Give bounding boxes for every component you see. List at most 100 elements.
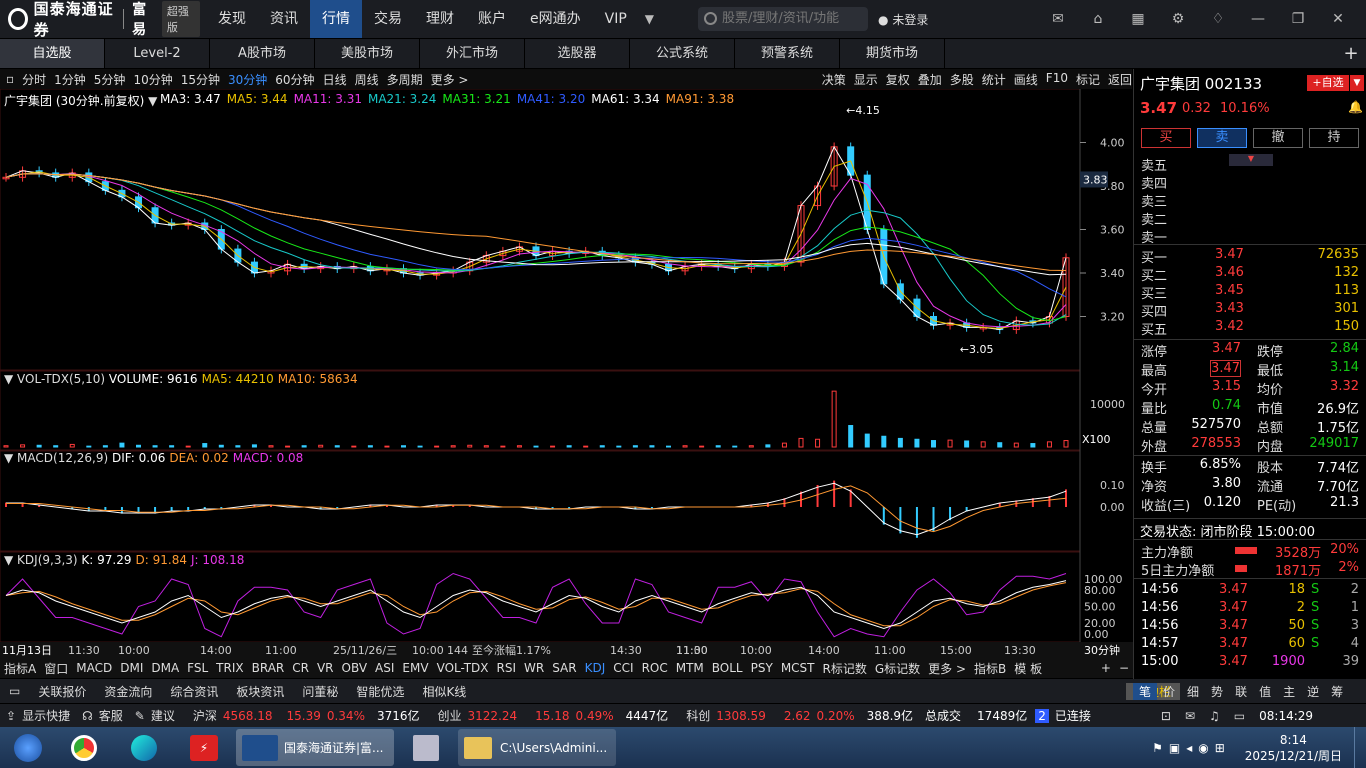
- cy-index[interactable]: 创业 3122.24: [437, 709, 518, 723]
- mail-status-icon[interactable]: ✉: [1184, 708, 1196, 723]
- period-button[interactable]: 更多 >: [430, 72, 469, 87]
- indicator-tab[interactable]: KDJ: [584, 661, 606, 675]
- indicator-tab[interactable]: MACD: [76, 661, 113, 675]
- chart-tool-button[interactable]: 统计: [981, 72, 1006, 87]
- indicator-tab[interactable]: CR: [292, 661, 309, 675]
- nav-more-chevron-icon[interactable]: ▼: [644, 12, 655, 26]
- indicator-tab[interactable]: SAR: [552, 661, 577, 675]
- subbar-item[interactable]: 关联报价: [38, 684, 87, 699]
- zoom-out-icon[interactable]: −: [1118, 661, 1129, 675]
- indicator-tab[interactable]: RSI: [496, 661, 517, 675]
- indicator-tab[interactable]: 模 板: [1014, 661, 1043, 676]
- buy-level-row[interactable]: 买五 3.42 150: [1141, 319, 1359, 338]
- window-icon[interactable]: ⊡: [1160, 708, 1171, 723]
- market-tab[interactable]: 美股市场: [315, 39, 420, 68]
- subbar-item[interactable]: 问董秘: [302, 684, 339, 699]
- indicator-tab[interactable]: VOL-TDX: [436, 661, 489, 675]
- side-tab[interactable]: 价: [1163, 685, 1176, 699]
- chart-area[interactable]: 4.003.803.603.403.20←4.15←3.053.8310000X…: [0, 89, 1133, 658]
- settings-gear-icon[interactable]: ⚙: [1171, 11, 1185, 27]
- subbar-item[interactable]: 板块资讯: [236, 684, 285, 699]
- chart-tool-button[interactable]: 叠加: [917, 72, 942, 87]
- indicator-tab[interactable]: 窗口: [44, 661, 69, 676]
- main-nav-item[interactable]: e网通办: [530, 11, 581, 27]
- side-tab[interactable]: 细: [1187, 685, 1200, 699]
- zoom-in-icon[interactable]: +: [1100, 661, 1111, 675]
- chart-tool-button[interactable]: 返回: [1107, 72, 1132, 87]
- market-tab[interactable]: 选股器: [525, 39, 630, 68]
- quick-icon[interactable]: ⇪: [6, 708, 17, 723]
- tool-button[interactable]: [398, 729, 454, 766]
- indicator-tab[interactable]: DMI: [120, 661, 144, 675]
- app-task-broker[interactable]: 国泰海通证券|富...: [236, 729, 394, 766]
- period-button[interactable]: 分时: [22, 72, 47, 87]
- version-badge[interactable]: 超强版: [161, 1, 200, 37]
- indicator-tab[interactable]: ASI: [375, 661, 395, 675]
- side-tab[interactable]: 笔: [1133, 683, 1158, 700]
- chart-tool-button[interactable]: 画线: [1013, 72, 1038, 87]
- indicator-tab[interactable]: 更多 >: [928, 661, 967, 676]
- lock-icon[interactable]: ⌂: [1093, 11, 1103, 27]
- buy-level-row[interactable]: 买三 3.45 113: [1141, 283, 1359, 302]
- main-nav-item[interactable]: VIP: [604, 11, 627, 27]
- main-nav-item[interactable]: 发现: [218, 11, 246, 27]
- app-task-explorer[interactable]: C:\Users\Admini...: [458, 729, 616, 766]
- chrome-button[interactable]: [56, 729, 112, 766]
- connection-status[interactable]: 已连接: [1054, 709, 1091, 723]
- sh-index[interactable]: 沪深 4568.18: [192, 709, 273, 723]
- market-tab[interactable]: A股市场: [210, 39, 315, 68]
- grid-icon[interactable]: ▦: [1131, 11, 1145, 27]
- trade-button[interactable]: 卖: [1197, 128, 1247, 148]
- market-tab[interactable]: 期货市场: [840, 39, 945, 68]
- period-button[interactable]: 30分钟: [228, 72, 268, 87]
- side-tab[interactable]: 势: [1211, 685, 1224, 699]
- indicator-tab[interactable]: G标记数: [874, 661, 921, 676]
- sell-level-row[interactable]: 卖三: [1141, 191, 1359, 210]
- main-nav-item[interactable]: 行情: [310, 0, 362, 38]
- security-app-button[interactable]: ⚡: [176, 729, 232, 766]
- indicator-tab[interactable]: CCI: [613, 661, 634, 675]
- subbar-item[interactable]: 资金流向: [104, 684, 153, 699]
- chart-tool-button[interactable]: 多股: [949, 72, 974, 87]
- indicator-tab[interactable]: BRAR: [251, 661, 285, 675]
- indicator-tab[interactable]: ROC: [641, 661, 668, 675]
- indicator-tab[interactable]: VR: [316, 661, 334, 675]
- main-nav-item[interactable]: 理财: [426, 11, 454, 27]
- show-desktop-button[interactable]: [1354, 727, 1366, 768]
- sell-level-row[interactable]: 卖五: [1141, 155, 1359, 174]
- indicator-tab[interactable]: R标记数: [822, 661, 867, 676]
- indicator-tab[interactable]: MCST: [780, 661, 815, 675]
- edit-icon[interactable]: ✎: [134, 708, 145, 723]
- subbar-item[interactable]: 综合资讯: [170, 684, 219, 699]
- start-button[interactable]: [4, 729, 52, 766]
- period-button[interactable]: 周线: [354, 72, 379, 87]
- trade-button[interactable]: 买: [1141, 128, 1191, 148]
- advice-label[interactable]: 建议: [150, 709, 175, 723]
- indicator-tab[interactable]: TRIX: [216, 661, 244, 675]
- service-label[interactable]: 客服: [98, 709, 123, 723]
- market-tab[interactable]: 公式系统: [630, 39, 735, 68]
- indicator-tab[interactable]: FSL: [187, 661, 209, 675]
- watchlist-dropdown-icon[interactable]: ▼: [1350, 75, 1364, 91]
- market-tab[interactable]: 外汇市场: [420, 39, 525, 68]
- sell-level-row[interactable]: 卖一: [1141, 227, 1359, 246]
- sell-level-row[interactable]: 卖四: [1141, 173, 1359, 192]
- chart-tool-button[interactable]: 显示: [853, 72, 878, 87]
- collapse-icon[interactable]: ▫: [6, 72, 15, 86]
- subbar-toggle-icon[interactable]: ▭: [9, 684, 21, 698]
- indicator-tab[interactable]: PSY: [750, 661, 773, 675]
- login-link[interactable]: ● 未登录: [878, 11, 928, 28]
- bell-icon[interactable]: 🔔: [1348, 100, 1363, 114]
- trade-button[interactable]: 持: [1309, 128, 1359, 148]
- market-tab[interactable]: Level-2: [105, 39, 210, 68]
- add-watchlist-button[interactable]: +自选: [1307, 75, 1349, 91]
- restore-icon[interactable]: ❐: [1291, 11, 1305, 27]
- sell-level-row[interactable]: 卖二: [1141, 209, 1359, 228]
- buy-level-row[interactable]: 买二 3.46 132: [1141, 265, 1359, 284]
- subbar-item[interactable]: 相似K线: [422, 684, 467, 699]
- side-tab[interactable]: 值: [1259, 685, 1272, 699]
- subbar-item[interactable]: 智能优选: [356, 684, 405, 699]
- expand-icon[interactable]: ▼: [1229, 154, 1273, 166]
- shirt-icon[interactable]: ♢: [1211, 11, 1225, 27]
- add-tab-icon[interactable]: +: [1343, 43, 1359, 64]
